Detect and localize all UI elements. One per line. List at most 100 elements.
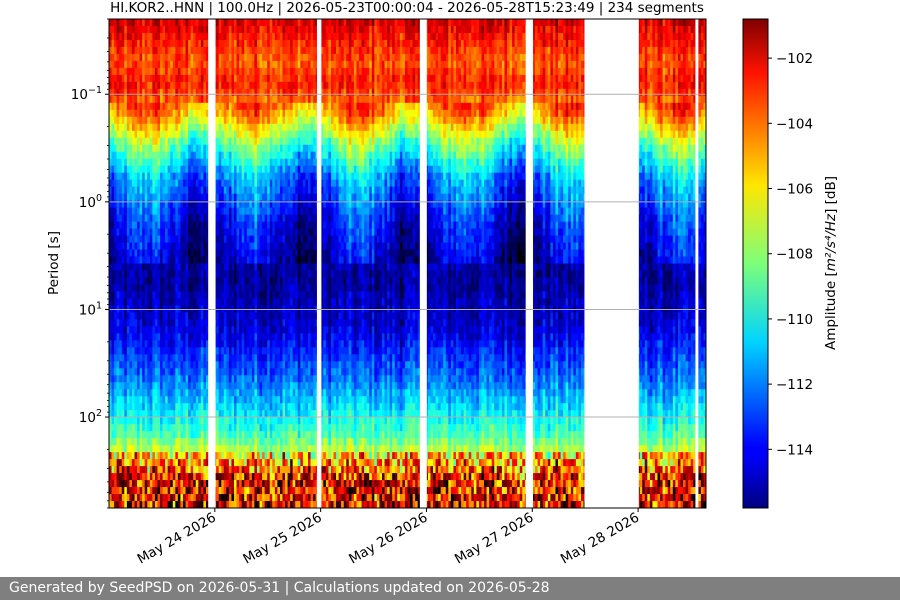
heatmap-cell [119,165,123,174]
heatmap-cell [109,95,113,104]
heatmap-cell [167,466,171,474]
heatmap-cell [165,179,169,188]
heatmap-cell [170,130,174,139]
heatmap-cell [137,60,141,69]
heatmap-cell [111,19,115,27]
heatmap-cell [154,60,159,69]
heatmap-cell [114,340,118,348]
heatmap-cell [131,242,136,251]
heatmap-cell [124,382,128,390]
heatmap-cell [144,95,148,104]
heatmap-cell [134,417,138,425]
heatmap-cell [126,249,131,258]
heatmap-cell [160,221,164,230]
heatmap-cell [134,151,138,160]
heatmap-cell [129,277,133,286]
heatmap-cell [142,312,146,320]
heatmap-cell [134,256,138,265]
heatmap-cell [144,32,148,41]
heatmap-cell [111,193,115,202]
heatmap-cell [172,368,176,376]
heatmap-cell [111,480,115,488]
heatmap-cell [111,410,115,418]
heatmap-cell [160,277,164,286]
heatmap-cell [129,417,133,425]
heatmap-cell [162,172,166,181]
heatmap-cell [172,242,176,251]
heatmap-cell [157,312,161,320]
heatmap-cell [154,480,159,488]
heatmap-cell [154,200,159,209]
heatmap-cell [126,389,131,397]
heatmap-cell [114,235,118,244]
heatmap-cell [165,431,169,439]
heatmap-cell [157,60,161,69]
heatmap-cell [149,284,153,293]
heatmap-cell [152,172,156,181]
heatmap-cell [126,466,131,474]
heatmap-cell [129,452,133,460]
heatmap-cell [139,473,143,481]
heatmap-cell [129,200,133,209]
heatmap-cell [165,256,169,265]
heatmap-cell [152,74,156,83]
heatmap-cell [119,172,123,181]
heatmap-cell [126,375,131,383]
heatmap-cell [109,179,113,188]
heatmap-cell [124,193,128,202]
heatmap-cell [157,151,161,160]
heatmap-cell [167,361,171,369]
heatmap-cell [137,284,141,293]
heatmap-cell [139,130,143,139]
heatmap-cell [157,501,161,508]
heatmap-cell [134,116,138,125]
heatmap-cell [121,81,125,90]
heatmap-cell [152,494,156,502]
heatmap-cell [111,249,115,258]
heatmap-cell [139,263,143,272]
heatmap-cell [124,431,128,439]
heatmap-cell [131,116,136,125]
heatmap-cell [119,291,123,300]
heatmap-cell [114,263,118,272]
heatmap-cell [165,221,169,230]
heatmap-cell [109,46,113,55]
heatmap-cell [144,270,148,279]
heatmap-cell [129,116,133,125]
heatmap-cell [129,263,133,272]
heatmap-cell [144,25,148,34]
heatmap-cell [157,445,161,453]
heatmap-cell [160,354,164,362]
heatmap-cell [160,284,164,293]
heatmap-cell [149,221,153,230]
heatmap-cell [170,284,174,293]
heatmap-cell [162,424,166,432]
heatmap-cell [154,396,159,404]
heatmap-cell [147,151,151,160]
heatmap-cell [144,277,148,286]
heatmap-cell [129,396,133,404]
heatmap-cell [129,403,133,411]
heatmap-cell [111,277,115,286]
heatmap-cell [160,389,164,397]
heatmap-cell [109,172,113,181]
heatmap-cell [114,487,118,495]
heatmap-cell [162,487,166,495]
heatmap-cell [157,319,161,327]
heatmap-cell [142,186,146,195]
heatmap-cell [157,354,161,362]
heatmap-cell [147,249,151,258]
heatmap-cell [170,361,174,369]
heatmap-cell [160,214,164,223]
heatmap-cell [160,193,164,202]
heatmap-cell [134,270,138,279]
heatmap-cell [147,200,151,209]
heatmap-cell [172,501,176,508]
heatmap-cell [111,382,115,390]
heatmap-cell [129,165,133,174]
heatmap-cell [134,389,138,397]
heatmap-cell [172,249,176,258]
heatmap-cell [119,452,123,460]
heatmap-cell [154,333,159,341]
heatmap-cell [149,193,153,202]
